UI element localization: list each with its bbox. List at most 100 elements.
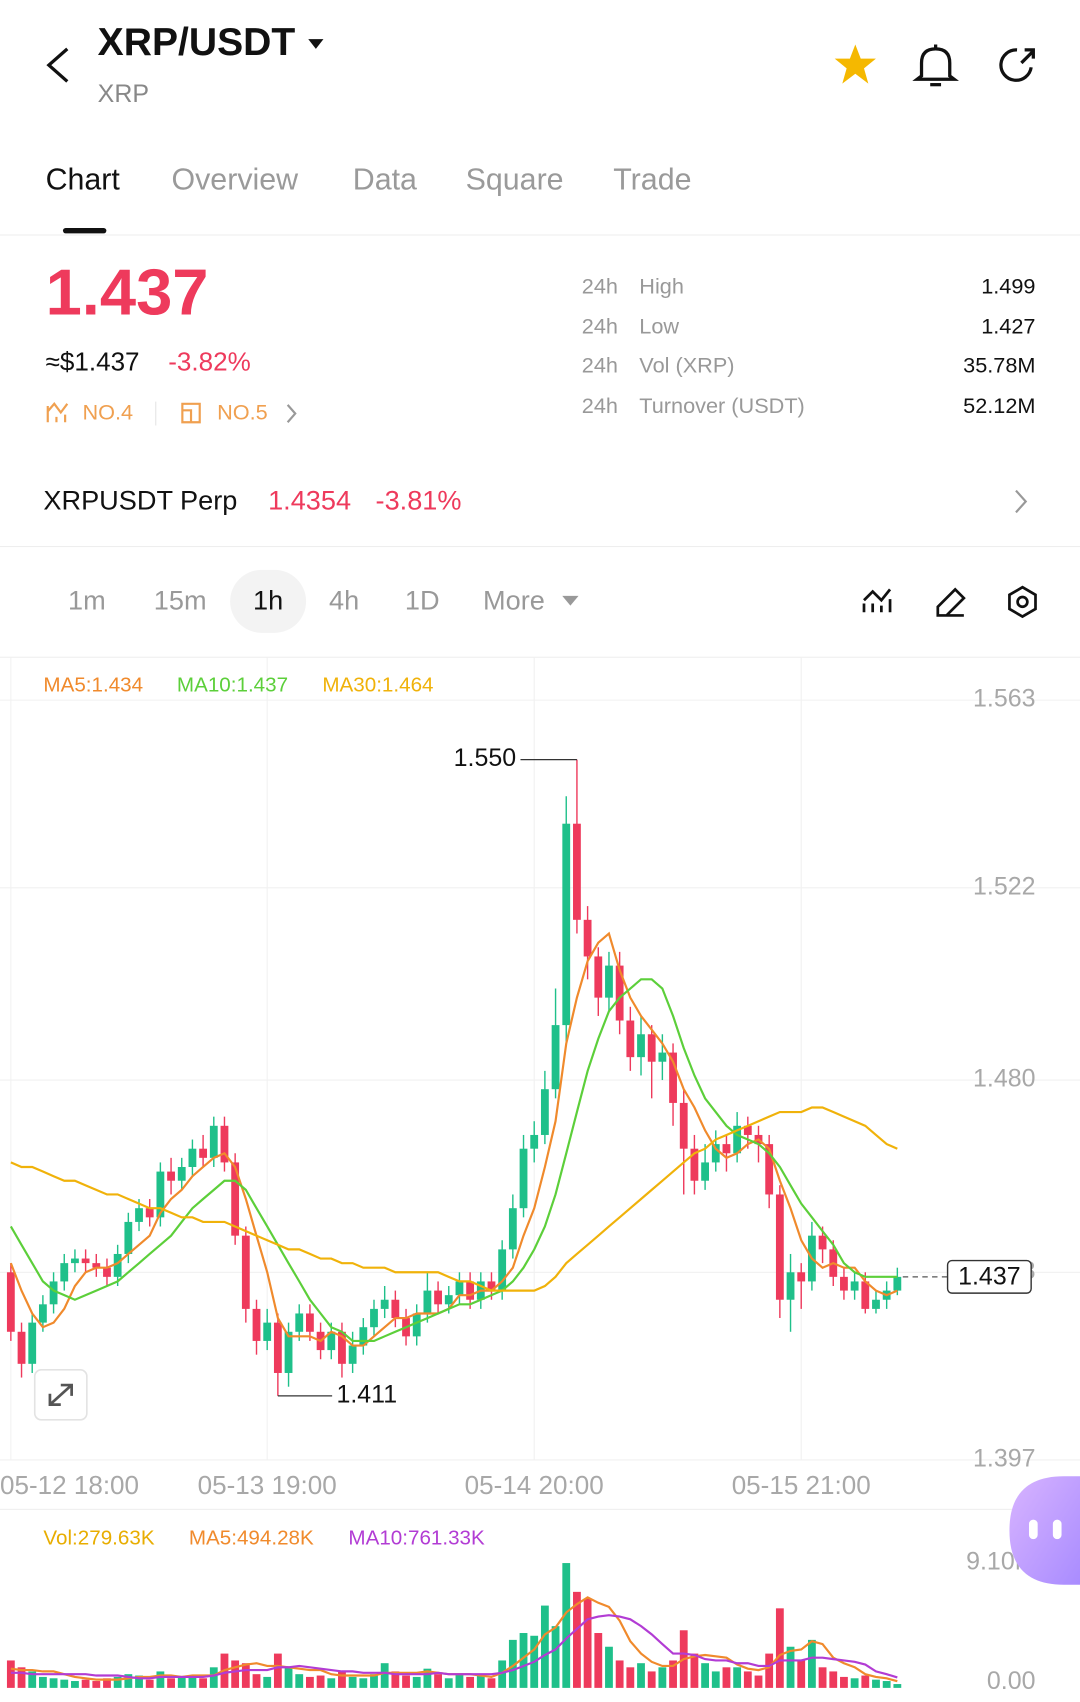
tab-indicator — [62, 227, 107, 234]
legend-entry: MA5:494.28K — [189, 1527, 314, 1550]
stat-period: 24h — [582, 353, 618, 378]
volume-bar — [743, 1671, 752, 1688]
candle-body — [167, 1171, 175, 1181]
tab[interactable]: Chart — [46, 162, 121, 196]
volume-bar — [252, 1674, 261, 1688]
y-tick-label: 0.00 — [987, 1667, 1036, 1695]
volume-bar — [231, 1660, 240, 1688]
candle-body — [626, 1020, 635, 1058]
candle-body — [444, 1295, 453, 1305]
volume-bar — [637, 1663, 645, 1688]
x-tick-label: 05-13 19:00 — [198, 1470, 337, 1500]
candle-body — [605, 965, 613, 998]
alert-icon[interactable] — [912, 44, 959, 87]
candle-body — [455, 1281, 464, 1296]
tab[interactable]: Square — [466, 162, 564, 196]
draw-icon[interactable] — [936, 587, 966, 617]
candle-body — [669, 1052, 677, 1103]
candle-body — [412, 1313, 421, 1337]
volume-bar — [786, 1646, 795, 1688]
candle-body — [573, 823, 581, 920]
candle-body — [71, 1258, 79, 1264]
volume-bar — [444, 1678, 453, 1688]
min-label: 1.411 — [336, 1380, 397, 1408]
interval[interactable]: 1h — [253, 585, 283, 616]
volume-bar — [765, 1653, 774, 1688]
ma-line — [10, 1106, 898, 1292]
volume-bar — [295, 1674, 304, 1688]
share-icon[interactable] — [999, 48, 1035, 82]
candle-body — [615, 965, 624, 1021]
interval[interactable]: 4h — [329, 585, 359, 616]
expand-button[interactable] — [33, 1369, 88, 1421]
pair-dropdown[interactable] — [308, 39, 324, 49]
assistant-bubble[interactable] — [1009, 1476, 1080, 1585]
candle-body — [861, 1281, 870, 1309]
stat-label: Vol (XRP) — [639, 353, 734, 378]
volume-bar — [573, 1591, 581, 1688]
tab[interactable]: Overview — [171, 162, 299, 196]
back-button[interactable] — [46, 47, 69, 83]
last-price-label: 1.437 — [958, 1263, 1020, 1291]
perp-name[interactable]: XRPUSDT Perp — [43, 485, 237, 516]
chevron[interactable] — [1015, 489, 1028, 514]
volume-bar — [6, 1660, 15, 1688]
volume-bar — [199, 1678, 208, 1688]
favorite-icon[interactable] — [834, 44, 876, 84]
interval[interactable]: 15m — [154, 585, 207, 616]
volume-bar — [498, 1660, 507, 1688]
candle-body — [81, 1258, 90, 1264]
candle-body — [893, 1276, 902, 1291]
stat-label: Low — [639, 314, 679, 339]
rank-badge[interactable]: NO.4 — [82, 399, 133, 424]
stat-value: 52.12M — [963, 393, 1035, 418]
volume-bar — [38, 1676, 47, 1688]
divider — [0, 656, 1080, 658]
candle-body — [327, 1331, 336, 1351]
volume-bar — [701, 1663, 710, 1688]
tab[interactable]: Data — [353, 162, 417, 196]
x-tick-label: 05-12 18:00 — [0, 1470, 139, 1500]
pair-title[interactable]: XRP/USDT — [98, 21, 296, 64]
ma-line — [9, 931, 898, 1347]
volume-bar — [690, 1653, 699, 1688]
stat-value: 1.499 — [981, 273, 1035, 298]
interval[interactable]: More — [483, 585, 545, 616]
candle-body — [594, 956, 603, 998]
candle-body — [60, 1263, 69, 1282]
volume-bar — [402, 1675, 410, 1688]
volume-bar — [455, 1674, 464, 1688]
candle-body — [391, 1299, 400, 1319]
volume-bar — [829, 1671, 838, 1688]
interval[interactable]: 1m — [68, 585, 106, 616]
settings-icon[interactable] — [1008, 585, 1037, 619]
candle-body — [252, 1308, 261, 1341]
tab[interactable]: Trade — [613, 162, 691, 196]
dropdown-arrow[interactable] — [562, 595, 579, 606]
volume-bar — [316, 1675, 325, 1688]
candle-body — [583, 919, 592, 957]
volume-bar — [177, 1676, 186, 1688]
interval[interactable]: 1D — [405, 585, 440, 616]
volume-bar — [711, 1671, 720, 1688]
candle-body — [188, 1148, 197, 1167]
volume-bar — [893, 1684, 902, 1688]
legend-entry: MA10:1.437 — [177, 673, 288, 696]
candle-body — [113, 1253, 122, 1277]
divider — [0, 1508, 1080, 1510]
volume-bar — [487, 1678, 496, 1688]
candle-body — [306, 1313, 314, 1332]
candle-body — [124, 1221, 133, 1254]
volume-bar — [850, 1678, 859, 1688]
rank-badge[interactable]: NO.5 — [217, 399, 268, 424]
candle-body — [508, 1208, 517, 1250]
volume-bar — [423, 1668, 432, 1688]
volume-ma-line — [10, 1614, 898, 1680]
indicator-icon[interactable] — [862, 588, 892, 613]
volume-bar — [71, 1681, 79, 1688]
candle-body — [370, 1308, 378, 1328]
chevron — [286, 404, 297, 423]
candle-body — [658, 1052, 667, 1062]
perp-change: -3.81% — [376, 485, 462, 516]
